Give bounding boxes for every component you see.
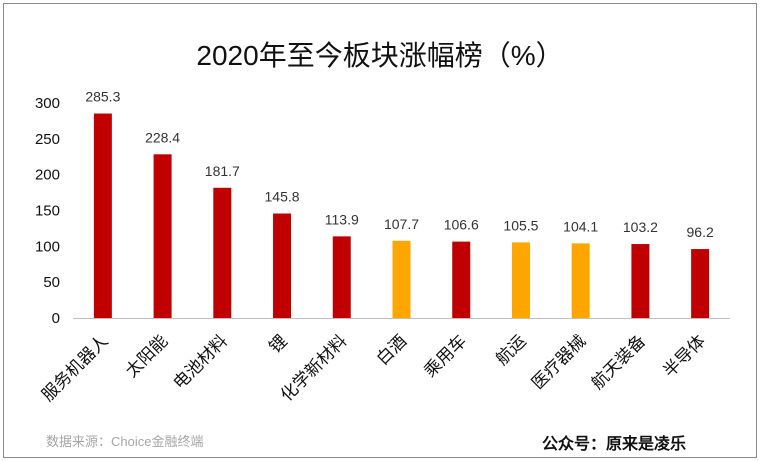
data-label: 106.6 [444, 217, 479, 233]
x-tick-label: 白酒 [373, 331, 410, 368]
data-label: 113.9 [325, 211, 359, 227]
bar [153, 154, 172, 318]
bar [332, 236, 351, 318]
chart-frame: 2020年至今板块涨幅榜（%） 0 50 100 150 200 250 300 285.3 服… [3, 3, 757, 458]
bar [571, 243, 590, 318]
bar [631, 244, 650, 318]
data-label: 104.1 [563, 218, 598, 234]
x-tick-label: 服务机器人 [38, 331, 112, 405]
x-tick-label: 航天装备 [588, 331, 650, 393]
x-tick-label: 航运 [492, 331, 529, 368]
bar [691, 249, 710, 318]
y-tick-label: 100 [35, 238, 60, 255]
bar [273, 213, 292, 318]
data-label: 181.7 [205, 163, 240, 179]
data-label: 285.3 [85, 89, 120, 105]
x-tick-label: 电池材料 [170, 331, 232, 393]
source-note: 数据来源：Choice金融终端 [46, 434, 204, 449]
chart-title: 2020年至今板块涨幅榜（%） [196, 40, 564, 71]
bar [452, 241, 471, 318]
bar [392, 240, 411, 318]
data-label: 107.7 [384, 216, 419, 232]
y-tick-label: 300 [35, 95, 60, 112]
x-tick-label: 乘用车 [421, 331, 470, 380]
data-label: 103.2 [623, 219, 658, 235]
y-tick-label: 150 [35, 203, 60, 220]
x-tick-label: 锂 [265, 331, 290, 356]
bar [93, 113, 112, 318]
y-tick-label: 250 [35, 131, 60, 148]
y-tick-label: 50 [43, 274, 60, 291]
credit-note: 公众号：原来是凌乐 [542, 436, 687, 453]
x-tick-label: 太阳能 [122, 331, 171, 380]
x-tick-label: 半导体 [659, 331, 708, 380]
data-label: 96.2 [687, 224, 714, 240]
bar-chart: 0 50 100 150 200 250 300 285.3 服务机器人 228.4 太阳能 181.… [35, 89, 730, 405]
data-label: 228.4 [145, 129, 180, 145]
data-label: 105.5 [503, 217, 538, 233]
x-tick-label: 医疗器械 [528, 331, 590, 393]
y-tick-label: 200 [35, 167, 60, 184]
y-tick-label: 0 [52, 310, 60, 327]
bar [213, 187, 232, 318]
bar [511, 242, 530, 318]
data-label: 145.8 [265, 189, 300, 205]
